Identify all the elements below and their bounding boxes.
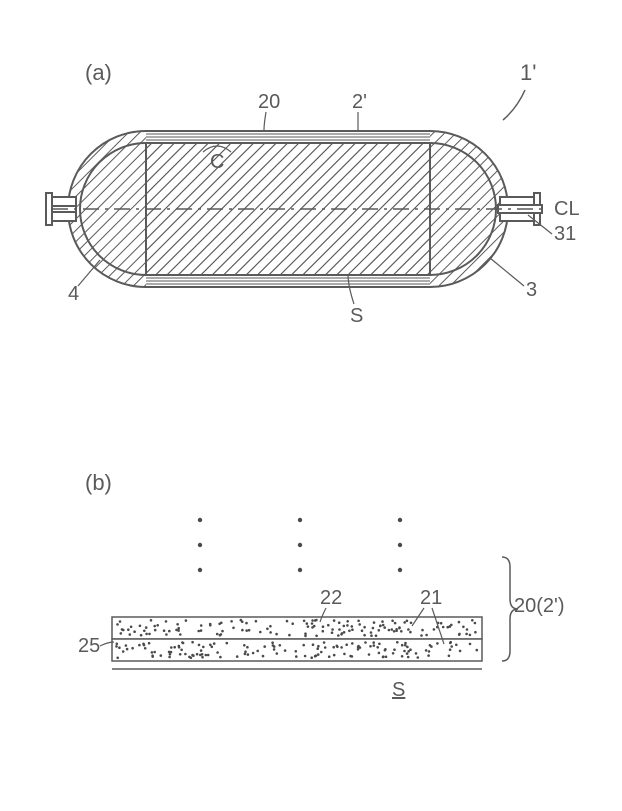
label-S: S xyxy=(350,305,363,327)
label-C: C xyxy=(210,151,224,173)
leader-4 xyxy=(78,260,100,286)
label-4: 4 xyxy=(68,283,79,305)
label-22: 22 xyxy=(320,587,342,609)
panel-b-label: (b) xyxy=(85,470,112,495)
label-CL: CL xyxy=(554,198,580,220)
label-20-2p: 20(2') xyxy=(514,595,565,617)
label-2prime: 2' xyxy=(352,91,367,113)
figure-a: (a) 1' xyxy=(46,60,580,327)
figure-b: (b) 20(2') 22 21 25 S xyxy=(78,470,565,701)
leader-20 xyxy=(264,112,266,130)
label-Sb: S xyxy=(392,679,405,701)
layers xyxy=(112,617,482,669)
leader-3 xyxy=(490,258,524,286)
label-31: 31 xyxy=(554,223,576,245)
label-21: 21 xyxy=(420,587,442,609)
label-3: 3 xyxy=(526,279,537,301)
label-25: 25 xyxy=(78,635,100,657)
label-1prime: 1' xyxy=(520,60,536,85)
panel-a-label: (a) xyxy=(85,60,112,85)
leader-1prime xyxy=(503,90,525,120)
label-20: 20 xyxy=(258,91,280,113)
ellipsis-dots xyxy=(198,518,402,572)
